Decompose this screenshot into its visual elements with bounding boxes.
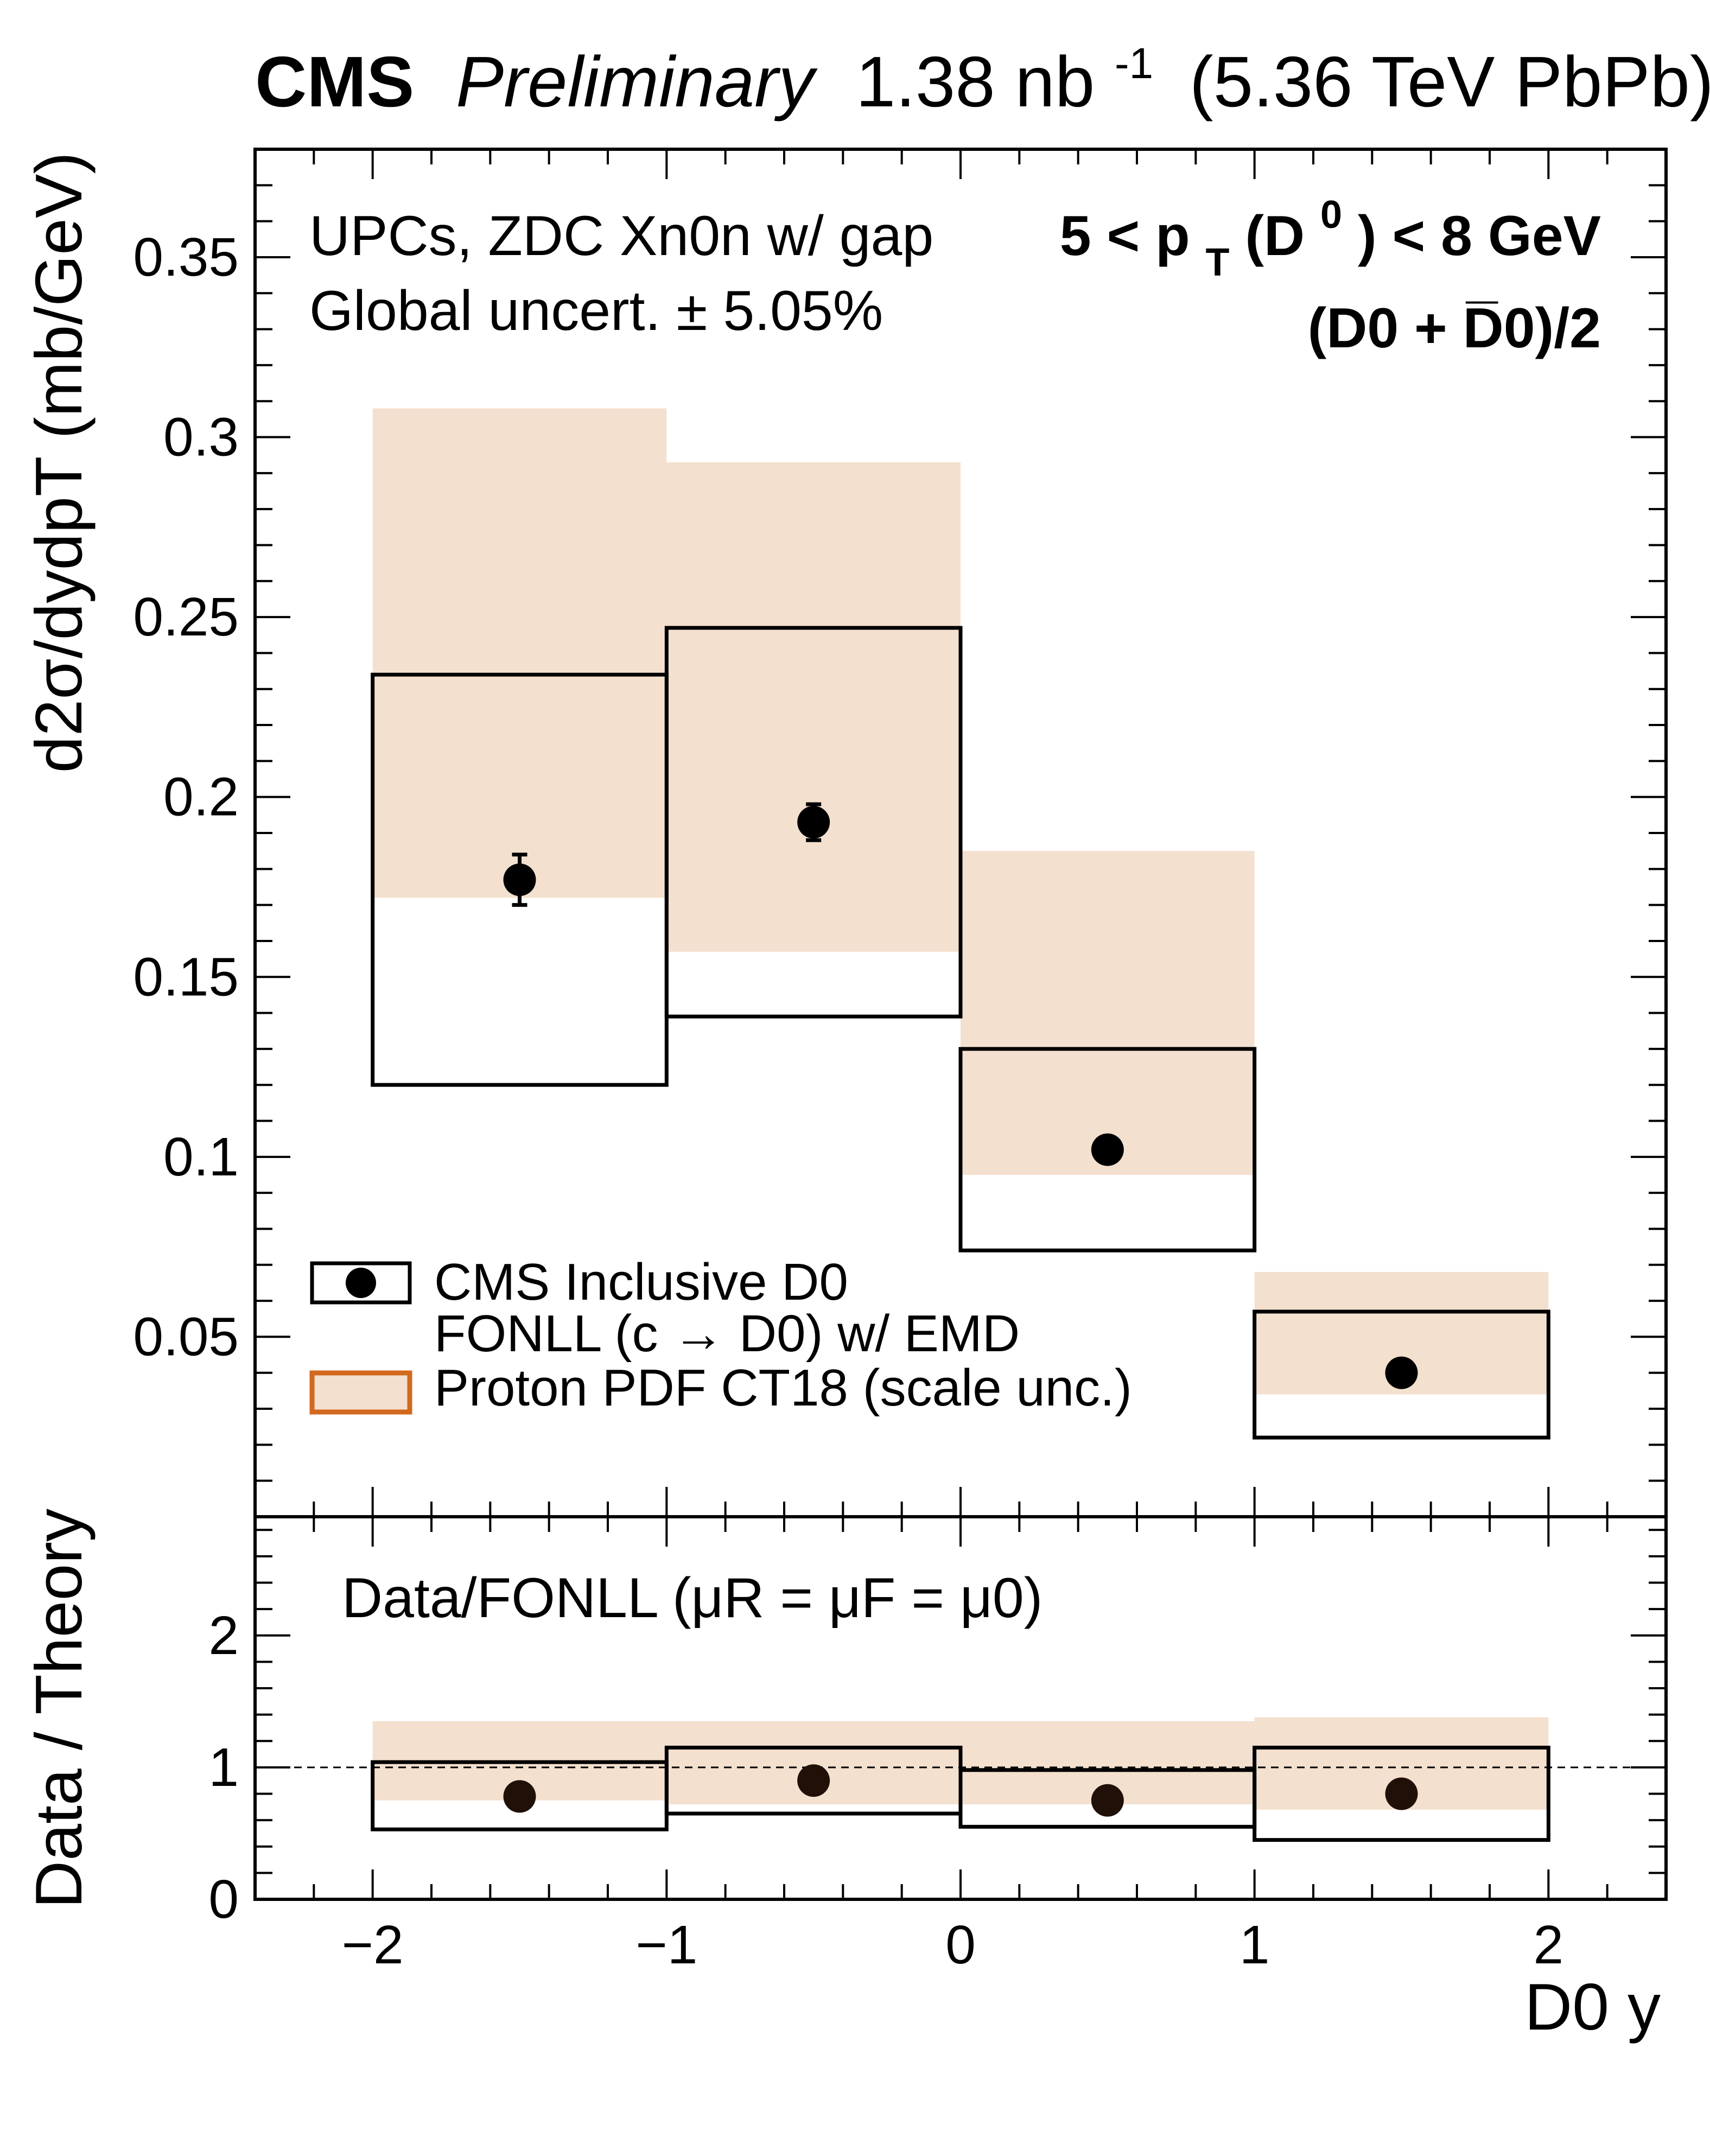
global-uncert-note: Global uncert. ± 5.05% <box>309 279 883 342</box>
main-ytick-label-1: 0.1 <box>163 1127 239 1187</box>
header-status: Preliminary <box>456 42 818 122</box>
legend-pdf-label: Proton PDF CT18 (scale unc.) <box>434 1359 1132 1417</box>
pdf-band-2 <box>961 851 1255 1175</box>
main-marks <box>371 626 1550 1440</box>
main-ytick-label-6: 0.35 <box>133 227 239 288</box>
fonll-box-3 <box>1253 1309 1550 1440</box>
header-title: CMS Preliminary 1.38 nb -1 (5.36 TeV PbP… <box>255 14 1710 122</box>
legend: CMS Inclusive D0 FONLL (c → D0) w/ EMD P… <box>309 1253 1132 1417</box>
data-point-3 <box>1385 1356 1418 1389</box>
ratio-ytick-label-1: 1 <box>208 1737 239 1798</box>
pt-range-mid: (D <box>1245 205 1305 268</box>
xtick-label-4: 2 <box>1534 1915 1564 1975</box>
ratio-point-0 <box>503 1780 536 1813</box>
pt-range-suffix: ) < 8 GeV <box>1358 205 1601 268</box>
axis-ticks <box>254 149 1667 1899</box>
pt-range-label: 5 < p T (D 0 ) < 8 GeV <box>1060 177 1601 288</box>
pt-range-superscript: 0 <box>1320 193 1342 237</box>
ratio-label: Data/FONLL (μR = μF = μ0) <box>342 1567 1042 1630</box>
main-ytick-label-4: 0.25 <box>133 587 239 647</box>
header-lumi-exponent: -1 <box>1115 39 1153 87</box>
fonll-box-2 <box>958 1047 1257 1252</box>
fonll-box-1 <box>664 626 963 1019</box>
legend-data-label: CMS Inclusive D0 <box>434 1253 848 1311</box>
header-experiment: CMS <box>255 42 414 122</box>
legend-fonll-label: FONLL (c → D0) w/ EMD <box>434 1305 1020 1363</box>
main-ytick-label-2: 0.15 <box>133 946 239 1007</box>
average-label: (D0 + D̅0)/2 <box>1308 297 1601 360</box>
main-ytick-label-3: 0.2 <box>163 767 239 828</box>
main-ytick-label-0: 0.05 <box>133 1306 239 1367</box>
ratio-point-2 <box>1091 1784 1124 1817</box>
pt-range-prefix: 5 < p <box>1060 205 1190 268</box>
tick-labels: 0.05 0.1 0.15 0.2 0.25 0.3 0.35 0 1 2 −2 −1 0 1 2 <box>133 227 1563 1975</box>
ratio-ytick-label-0: 0 <box>208 1869 239 1930</box>
xtick-label-1: −1 <box>635 1915 697 1975</box>
ratio-point-3 <box>1385 1777 1418 1810</box>
ratio-fonll-box-3 <box>1253 1745 1550 1842</box>
selection-note: UPCs, ZDC Xn0n w/ gap <box>309 205 933 268</box>
data-point-2 <box>1091 1133 1124 1166</box>
header-luminosity: 1.38 nb <box>856 42 1095 122</box>
legend-data-marker <box>346 1268 376 1298</box>
pt-range-subscript: T <box>1206 241 1230 284</box>
legend-pdf-swatch <box>309 1370 412 1415</box>
ratio-y-axis-title: Data / Theory <box>22 1509 96 1909</box>
ratio-marks <box>255 1745 1666 1842</box>
main-bands <box>372 408 1549 1395</box>
ratio-point-1 <box>797 1764 830 1797</box>
pdf-band-1 <box>666 462 961 952</box>
xtick-label-3: 1 <box>1239 1915 1270 1975</box>
data-point-1 <box>797 806 830 839</box>
data-point-0 <box>503 863 536 896</box>
main-y-axis-title: d2σ/dydpT (mb/GeV) <box>22 152 96 773</box>
pdf-band-0 <box>372 408 667 898</box>
ratio-ytick-label-2: 2 <box>208 1605 239 1666</box>
x-axis-title: D0 y <box>1524 1970 1661 2044</box>
header-energy: (5.36 TeV PbPb) <box>1190 42 1710 122</box>
xtick-label-0: −2 <box>342 1915 404 1975</box>
main-ytick-label-5: 0.3 <box>163 407 239 468</box>
xtick-label-2: 0 <box>945 1915 976 1975</box>
